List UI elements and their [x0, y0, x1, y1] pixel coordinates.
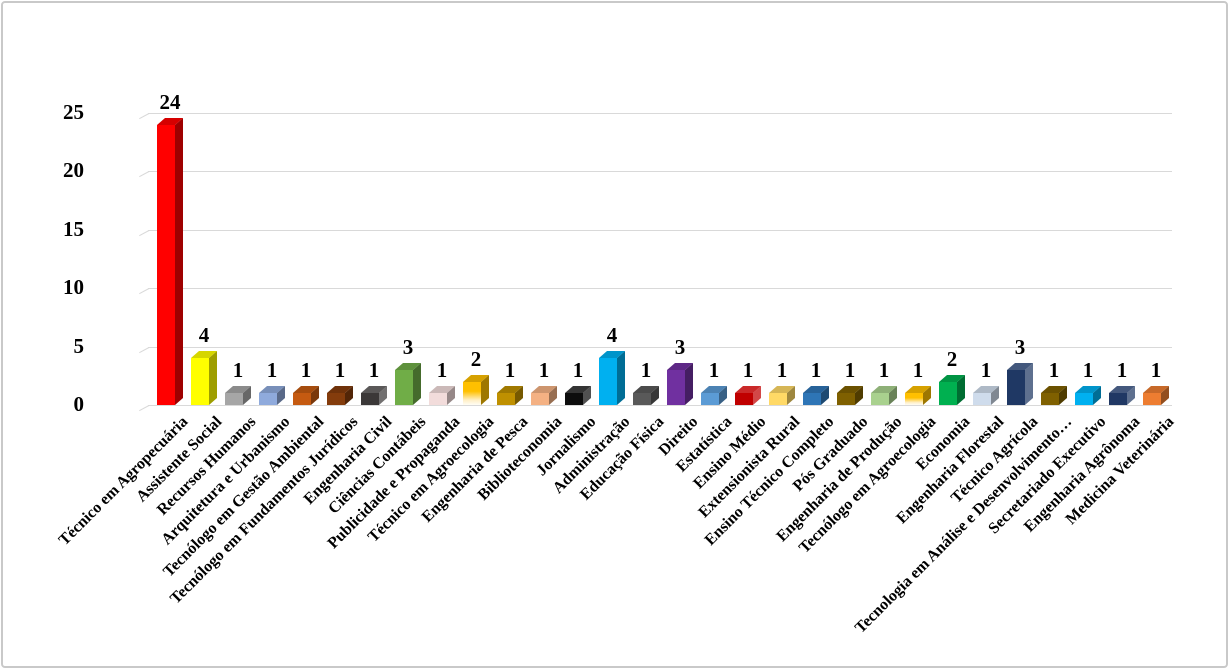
bar-value-label-2: 1	[232, 358, 244, 383]
gridline-25	[148, 113, 1172, 114]
bar-value-label-0: 24	[159, 89, 181, 114]
bar-12-front	[565, 393, 583, 405]
y-tick-label-5: 5	[73, 333, 85, 358]
bar-value-label-17: 1	[742, 358, 754, 383]
bar-15-front	[667, 370, 685, 405]
bar-14-front	[633, 393, 651, 405]
bar-value-label-6: 1	[368, 358, 380, 383]
bar-value-label-3: 1	[266, 358, 278, 383]
bar-value-label-16: 1	[708, 358, 720, 383]
bar-3-front	[259, 393, 277, 405]
bar-13-front	[599, 358, 617, 405]
bar-5-front	[327, 393, 345, 405]
gridline-depth-notch-10	[139, 288, 150, 295]
bar-value-label-8: 1	[436, 358, 448, 383]
bar-value-label-26: 1	[1048, 358, 1060, 383]
bar-29-front	[1143, 393, 1161, 405]
gridline-depth-notch-5	[139, 346, 150, 353]
bar-4-front	[293, 393, 311, 405]
bar-22-front	[905, 393, 923, 405]
bar-28-front	[1109, 393, 1127, 405]
gridline-depth-notch-20	[139, 171, 150, 178]
bar-24-front	[973, 393, 991, 405]
bar-value-label-27: 1	[1082, 358, 1094, 383]
bar-value-label-23: 2	[946, 346, 958, 371]
bar-25-front	[1007, 370, 1025, 405]
gridline-depth-notch-15	[139, 229, 150, 236]
bar-value-label-29: 1	[1150, 358, 1162, 383]
bar-7-front	[395, 370, 413, 405]
gridline-depth-notch-0	[139, 405, 150, 412]
bar-value-label-24: 1	[980, 358, 992, 383]
bar-value-label-21: 1	[878, 358, 890, 383]
bar-value-label-9: 2	[470, 346, 482, 371]
bar-16-front	[701, 393, 719, 405]
bar-17-front	[735, 393, 753, 405]
y-tick-label-25: 25	[63, 100, 84, 124]
bar-19-front	[803, 393, 821, 405]
gridline-5	[148, 346, 1172, 348]
bar-26-front	[1041, 393, 1059, 405]
bar-value-label-1: 4	[198, 323, 210, 348]
bar-value-label-13: 4	[606, 323, 618, 348]
bar-10-front	[497, 393, 515, 405]
gridline-20	[148, 171, 1172, 173]
y-tick-label-0: 0	[73, 392, 85, 416]
y-tick-label-10: 10	[63, 275, 84, 300]
bar-value-label-28: 1	[1116, 358, 1128, 383]
bar-value-label-11: 1	[538, 358, 550, 383]
gridline-15	[148, 229, 1172, 231]
bar-value-label-12: 1	[572, 358, 584, 383]
bar-value-label-7: 3	[402, 335, 414, 359]
bar-2-front	[225, 393, 243, 405]
bar-value-label-15: 3	[674, 335, 686, 359]
bar-value-label-25: 3	[1014, 335, 1026, 359]
bar-23-front	[939, 381, 957, 405]
bar-8-front	[429, 393, 447, 405]
bar-6-front	[361, 393, 379, 405]
bar-1-front	[191, 358, 209, 405]
bar-value-label-20: 1	[844, 358, 856, 383]
bar-0-side	[175, 117, 183, 405]
bar-value-label-18: 1	[776, 358, 788, 383]
bar-value-label-19: 1	[810, 358, 822, 383]
bar-21-front	[871, 393, 889, 405]
bar-value-label-5: 1	[334, 358, 346, 383]
bar-value-label-4: 1	[300, 358, 312, 383]
bar-11-front	[531, 393, 549, 405]
bar-27-front	[1075, 393, 1093, 405]
gridline-10	[148, 288, 1172, 290]
gridline-0	[148, 405, 1172, 406]
bar-0-front	[157, 124, 175, 405]
bar-value-label-22: 1	[912, 358, 924, 383]
bar-value-label-14: 1	[640, 358, 652, 383]
y-tick-label-20: 20	[63, 158, 84, 183]
bar-18-front	[769, 393, 787, 405]
gridline-depth-notch-25	[139, 113, 150, 120]
bar-9-front	[463, 381, 481, 405]
bar-20-front	[837, 393, 855, 405]
y-tick-label-15: 15	[63, 216, 84, 241]
bar-value-label-10: 1	[504, 358, 516, 383]
